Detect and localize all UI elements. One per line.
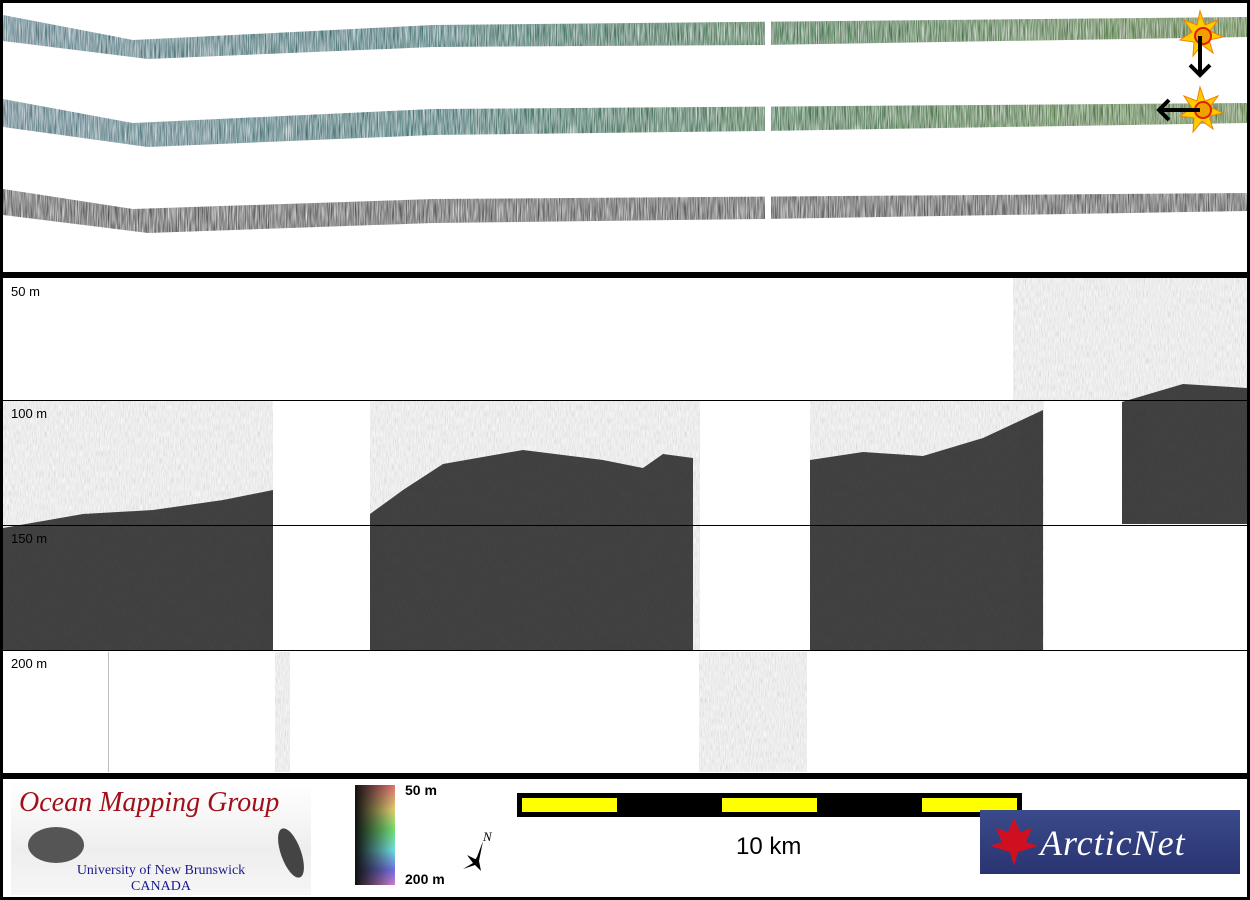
depth-colorbar <box>355 785 395 885</box>
scale-bar-label: 10 km <box>736 833 802 860</box>
swath-strips <box>3 3 1247 233</box>
logo-title: Ocean Mapping Group <box>19 787 280 818</box>
swath-backscatter <box>3 189 1247 233</box>
colorbar-bottom-label: 200 m <box>405 871 445 887</box>
left-arrow-icon <box>1156 98 1200 122</box>
logo-university: University of New Brunswick <box>76 863 246 878</box>
depth-label-150: 150 m <box>11 531 48 546</box>
arcticnet-text: ArcticNet <box>1040 823 1186 863</box>
swath-bathymetry-2 <box>3 99 1247 147</box>
colorbar-top-label: 50 m <box>405 782 437 798</box>
down-arrow-icon <box>1188 36 1212 78</box>
seabed-echo <box>3 384 1247 650</box>
swath-bathymetry-1 <box>3 15 1247 59</box>
north-label: N <box>482 829 493 844</box>
scale-bar <box>517 793 1022 817</box>
depth-label-100: 100 m <box>11 406 48 421</box>
maple-leaf-icon <box>990 818 1038 866</box>
arcticnet-logo: ArcticNet <box>980 810 1240 874</box>
echogram-panel: 50 m 100 m 150 m 200 m <box>3 278 1247 773</box>
sonar-image-icon <box>28 827 304 878</box>
ocean-mapping-group-logo: Ocean Mapping Group University of New Br… <box>11 783 311 895</box>
north-arrow-icon: N <box>463 829 493 871</box>
depth-gridlines <box>3 400 1247 651</box>
logo-country: CANADA <box>131 879 191 894</box>
swath-panel <box>3 3 1247 272</box>
depth-label-200: 200 m <box>11 656 48 671</box>
echogram <box>3 278 1247 772</box>
legend-panel: Ocean Mapping Group University of New Br… <box>3 779 1247 897</box>
depth-label-50: 50 m <box>11 284 40 299</box>
